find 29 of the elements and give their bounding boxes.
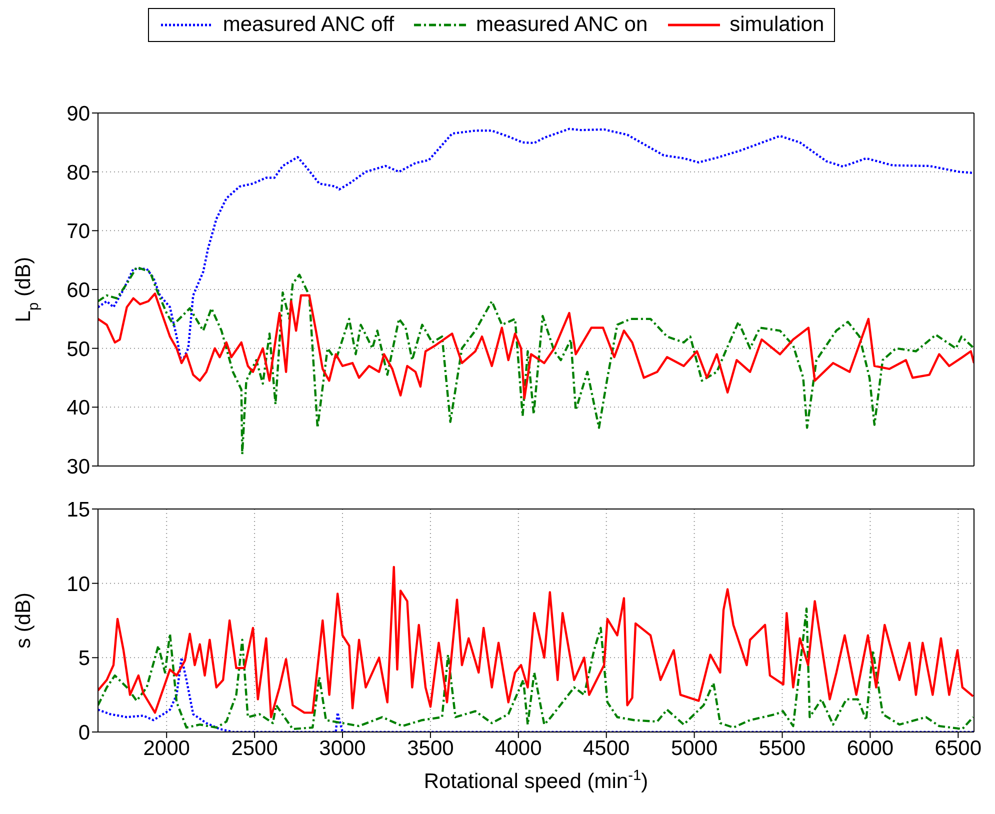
x-tick-label: 5000 — [670, 736, 718, 760]
y-tick-label: 50 — [66, 338, 90, 361]
x-tick-label: 4500 — [583, 736, 630, 760]
y-axis-title: s (dB) — [12, 592, 35, 649]
y-tick-label: 5 — [78, 647, 90, 670]
line-series — [98, 566, 974, 718]
y-tick-label: 10 — [66, 572, 90, 596]
line-series — [98, 266, 974, 456]
y-tick-label: 90 — [66, 102, 90, 126]
x-tick-label: 3500 — [407, 736, 454, 760]
x-axis-title: Rotational speed (min$^{-1}$) — [424, 768, 648, 793]
y-tick-label: 80 — [66, 161, 90, 184]
y-tick-label: 40 — [66, 396, 90, 420]
y-tick-label: 0 — [78, 721, 90, 744]
legend-label: measured ANC off — [222, 13, 394, 37]
x-tick-label: 3000 — [319, 736, 366, 760]
x-tick-label: 6000 — [846, 736, 894, 760]
x-tick-label: 2000 — [143, 736, 190, 760]
y-tick-label: 70 — [66, 220, 90, 244]
x-tick-label: 4000 — [495, 736, 542, 760]
y-tick-label: 60 — [66, 278, 90, 302]
x-tick-label: 2500 — [231, 736, 278, 760]
line-series — [98, 292, 974, 400]
x-tick-label: 6500 — [934, 736, 982, 760]
x-tick-label: 5500 — [758, 736, 806, 760]
legend-label: simulation — [730, 13, 824, 37]
y-tick-label: 30 — [66, 455, 90, 478]
y-tick-label: 15 — [66, 498, 90, 522]
legend-label: measured ANC on — [476, 13, 648, 37]
